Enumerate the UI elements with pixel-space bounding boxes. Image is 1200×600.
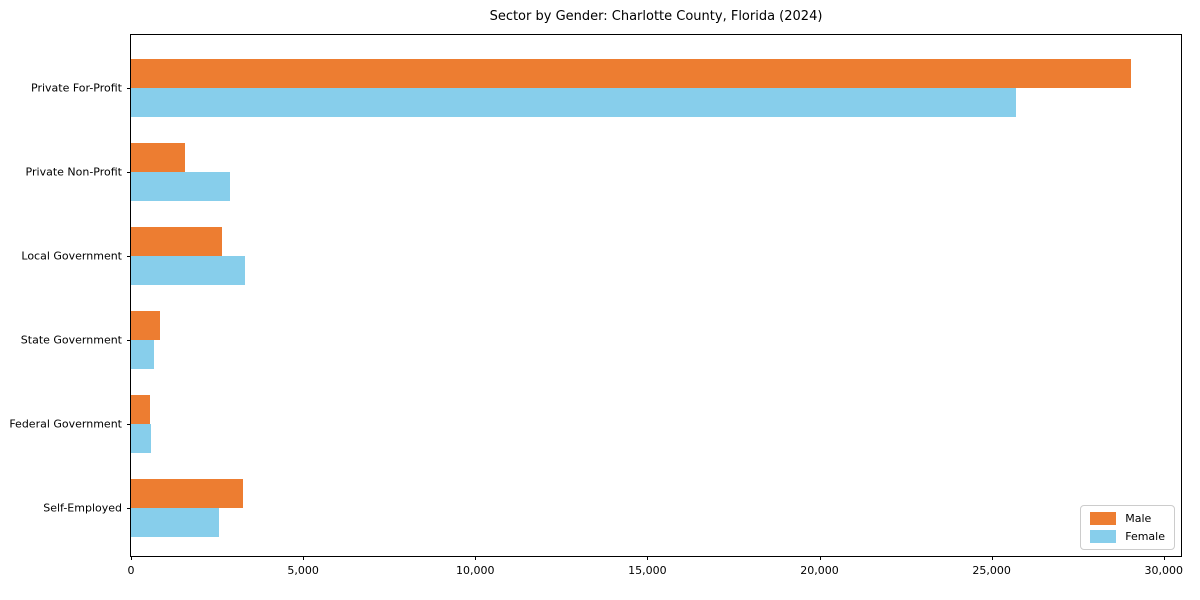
y-tick-mark: [127, 423, 131, 425]
legend-item-female: Female: [1090, 530, 1165, 543]
bar-female-private-non-profit: [131, 171, 230, 201]
y-tick-label-local-government: Local Government: [21, 249, 122, 263]
legend-swatch-male: [1090, 512, 1117, 525]
bar-female-local-government: [131, 255, 245, 285]
legend: Male Female: [1080, 505, 1175, 550]
x-tick-mark: [819, 556, 821, 560]
y-tick-label-federal-government: Federal Government: [9, 417, 122, 431]
y-tick-label-private-for-profit: Private For-Profit: [31, 81, 122, 95]
bar-male-private-non-profit: [131, 142, 185, 172]
x-tick-label: 15,000: [628, 564, 667, 577]
bar-male-local-government: [131, 226, 222, 256]
bar-female-federal-government: [131, 423, 151, 453]
x-tick-mark: [991, 556, 993, 560]
x-tick-label: 30,000: [1144, 564, 1184, 577]
y-tick-mark: [127, 255, 131, 257]
y-tick-mark: [127, 339, 131, 341]
x-tick-mark: [647, 556, 649, 560]
y-tick-label-private-non-profit: Private Non-Profit: [25, 165, 122, 179]
x-tick-mark: [131, 556, 132, 560]
y-tick-mark: [127, 88, 131, 89]
y-tick-label-self-employed: Self-Employed: [43, 501, 122, 514]
y-tick-mark: [127, 507, 131, 509]
bar-female-self-employed: [131, 507, 220, 537]
legend-item-male: Male: [1090, 512, 1165, 525]
x-tick-label: 10,000: [456, 564, 495, 577]
bar-male-state-government: [131, 310, 161, 340]
bar-female-state-government: [131, 339, 154, 369]
plot-area: Male Female Private For-Profit Private Non…: [9, 34, 1183, 577]
x-tick-label: 5,000: [287, 564, 319, 577]
bar-male-self-employed: [131, 478, 244, 508]
x-tick-label: 0: [127, 564, 135, 577]
y-tick-mark: [127, 171, 131, 173]
bar-male-federal-government: [131, 394, 150, 424]
x-tick-mark: [1163, 556, 1165, 560]
bar-female-private-for-profit: [131, 88, 1016, 117]
x-tick-mark: [303, 556, 305, 560]
legend-swatch-female: [1090, 530, 1117, 543]
bar-male-private-for-profit: [131, 59, 1132, 88]
x-tick-label: 25,000: [972, 564, 1011, 577]
x-tick-label: 20,000: [800, 564, 839, 577]
legend-label-male: Male: [1125, 512, 1152, 525]
legend-label-female: Female: [1125, 530, 1165, 543]
chart-title: Sector by Gender: Charlotte County, Flor…: [489, 9, 823, 24]
x-tick-mark: [475, 556, 477, 560]
y-tick-label-state-government: State Government: [20, 333, 122, 347]
